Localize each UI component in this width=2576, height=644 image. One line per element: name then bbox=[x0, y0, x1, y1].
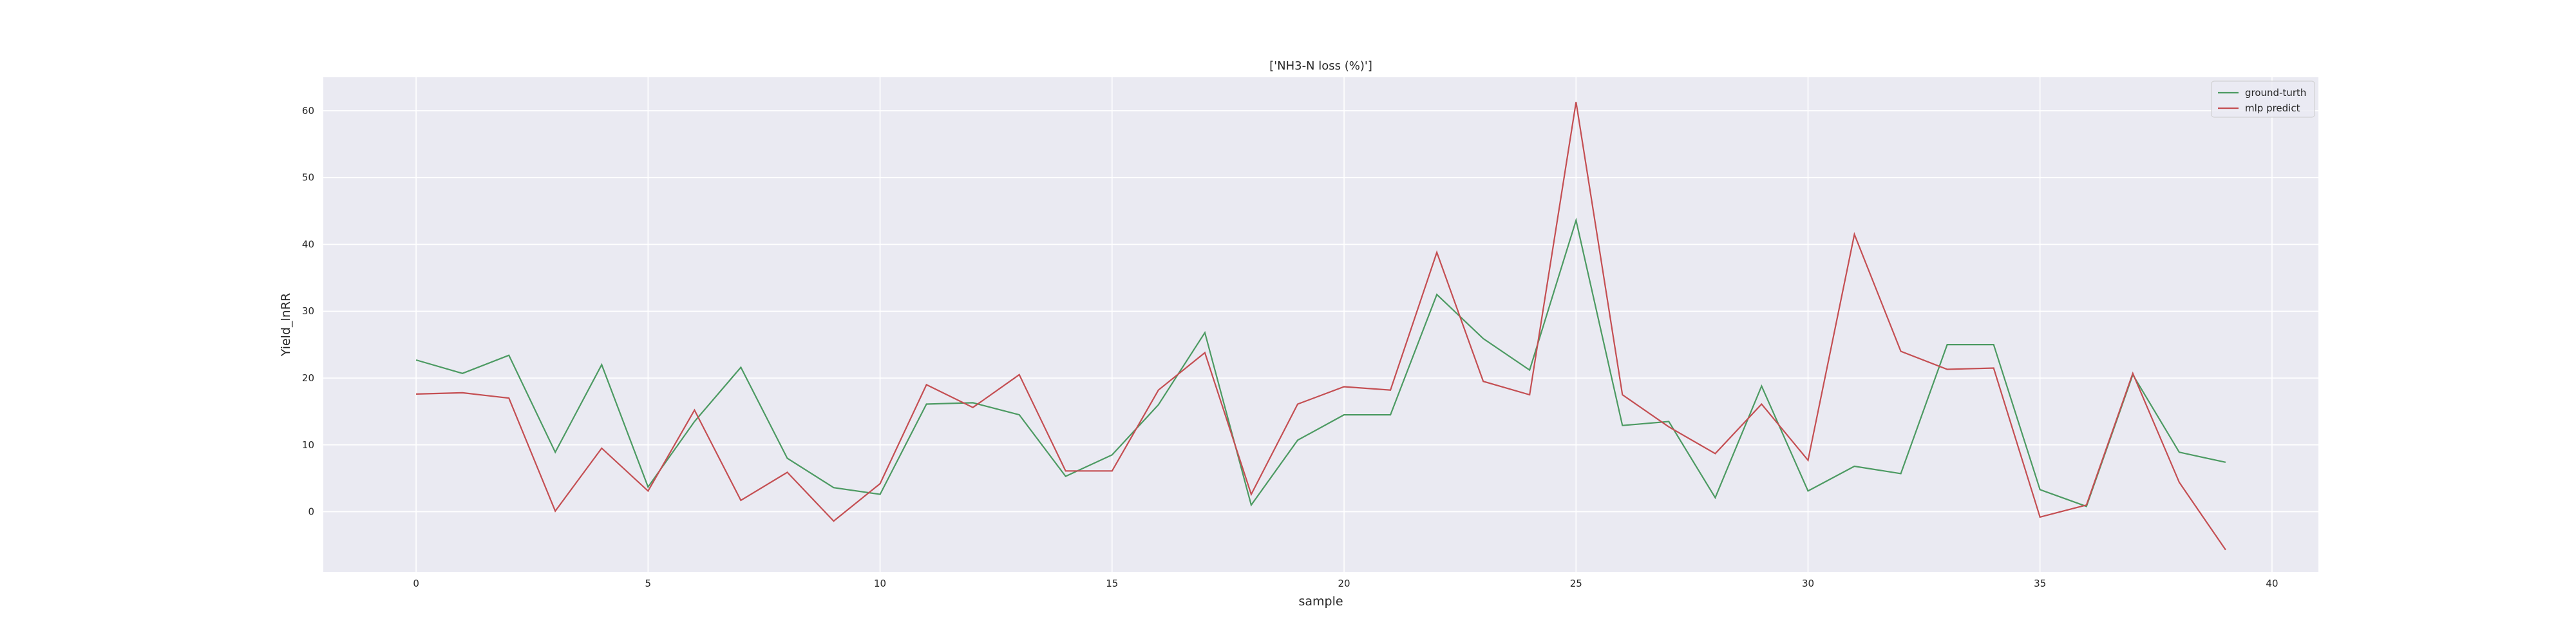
x-tick-label: 25 bbox=[1570, 578, 1582, 589]
x-tick-label: 35 bbox=[2034, 578, 2046, 589]
series-lines bbox=[415, 102, 2226, 551]
y-tick-label: 20 bbox=[302, 372, 314, 384]
y-tick-label: 40 bbox=[302, 238, 314, 250]
legend: ground-turth mlp predict bbox=[2211, 80, 2315, 118]
x-tick-label: 10 bbox=[874, 578, 886, 589]
chart-title: ['NH3-N loss (%)'] bbox=[1269, 59, 1372, 73]
x-tick-label: 5 bbox=[645, 578, 652, 589]
y-tick-label: 10 bbox=[302, 439, 314, 451]
x-tick-label: 0 bbox=[413, 578, 419, 589]
y-axis-label: Yield_lnRR bbox=[279, 293, 293, 357]
x-tick-label: 40 bbox=[2266, 578, 2278, 589]
legend-label: mlp predict bbox=[2245, 102, 2300, 114]
y-tick-label: 0 bbox=[308, 506, 314, 518]
series-line-ground-turth bbox=[415, 217, 2226, 507]
legend-label: ground-turth bbox=[2245, 87, 2306, 99]
grid-lines bbox=[323, 77, 2318, 572]
x-tick-label: 15 bbox=[1106, 578, 1118, 589]
plot-area bbox=[323, 77, 2318, 572]
y-tick-label: 60 bbox=[302, 105, 314, 117]
series-line-mlp-predict bbox=[416, 102, 2226, 551]
x-axis-label: sample bbox=[1298, 594, 1343, 609]
y-tick-label: 30 bbox=[302, 305, 314, 317]
tick-labels: 0 5 10 15 20 25 30 35 40 0 10 20 30 40 50 60 bbox=[302, 105, 2278, 589]
x-tick-label: 20 bbox=[1338, 578, 1350, 589]
y-tick-label: 50 bbox=[302, 172, 314, 184]
x-tick-label: 30 bbox=[1802, 578, 1814, 589]
